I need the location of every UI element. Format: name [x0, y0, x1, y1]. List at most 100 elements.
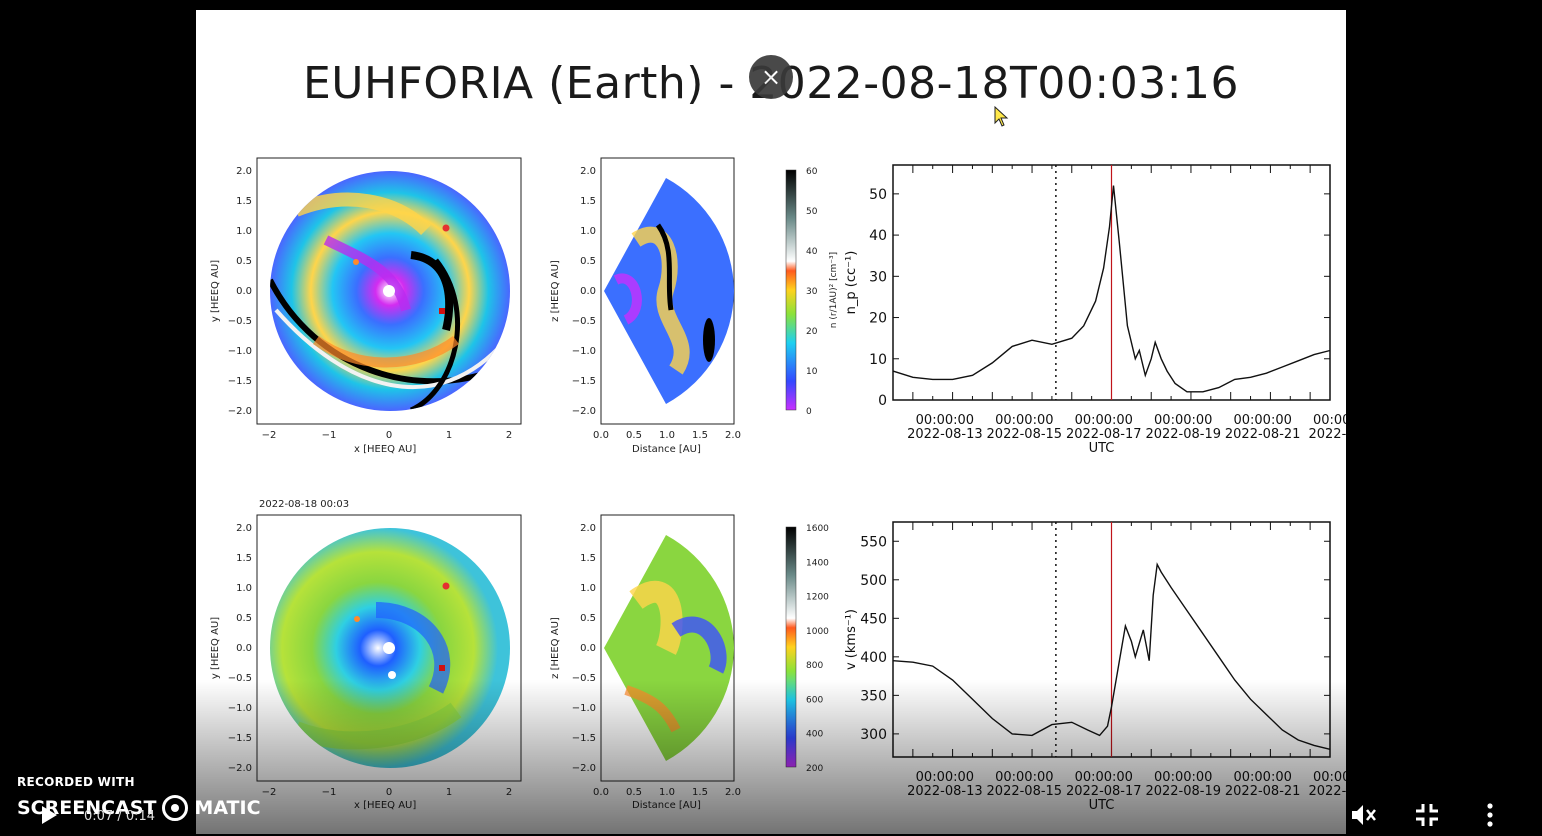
equatorial-y-tick: 2.0 [236, 523, 252, 534]
meridional-y-tick: 2.0 [580, 166, 596, 177]
colorbar-tick: 0 [806, 407, 812, 417]
meridional-x-tick: 0.0 [593, 430, 609, 441]
meridional-y-tick: −0.5 [572, 673, 596, 684]
meridional-x-tick: 2.0 [725, 430, 741, 441]
colorbar-tick: 20 [806, 327, 818, 337]
x-tick-date: 2022-08-2 [1308, 427, 1346, 442]
density-time-series-chart: 0102030405000:00:002022-08-1300:00:00202… [844, 164, 1346, 456]
y-tick-label: 20 [869, 311, 887, 327]
equatorial-y-tick: 0.5 [236, 256, 252, 267]
y-tick-label: 10 [869, 352, 887, 368]
meridional-y-tick: −1.0 [572, 346, 596, 357]
meridional-y-tick: 1.0 [580, 226, 596, 237]
series-line [892, 185, 1331, 393]
meridional-y-tick: 1.5 [580, 196, 596, 207]
y-axis-label: v (kms⁻¹) [844, 609, 859, 670]
y-tick-label: 50 [869, 187, 887, 203]
equatorial-x-tick: 1 [446, 430, 452, 441]
brand-right: MATIC [194, 797, 261, 819]
meridional-y-tick: 0.0 [580, 286, 596, 297]
equatorial-x-label: x [HEEQ AU] [354, 444, 417, 455]
mute-icon[interactable] [1348, 800, 1378, 830]
y-tick-label: 30 [869, 269, 887, 285]
equatorial-density-panel [256, 157, 522, 425]
meridional-y-label: z [HEEQ AU] [550, 617, 561, 679]
equatorial-y-tick: 1.0 [236, 226, 252, 237]
equatorial-y-tick: −0.5 [228, 673, 252, 684]
equatorial-y-tick: 0.5 [236, 613, 252, 624]
equatorial-y-tick: 2.0 [236, 166, 252, 177]
meridional-y-label: z [HEEQ AU] [550, 260, 561, 322]
play-icon[interactable] [42, 806, 57, 824]
x-tick-date: 2022-08-15 [987, 427, 1063, 442]
equatorial-x-tick: 2 [506, 430, 512, 441]
x-tick-time: 00:00:00 [1313, 413, 1346, 428]
more-options-icon[interactable] [1478, 800, 1502, 830]
equatorial-y-tick: −1.0 [228, 346, 252, 357]
meridional-y-tick: 1.5 [580, 553, 596, 564]
colorbar-tick: 1600 [806, 524, 829, 534]
equatorial-y-tick: −0.5 [228, 316, 252, 327]
equatorial-y-tick: −1.5 [228, 376, 252, 387]
colorbar-tick: 40 [806, 247, 818, 257]
meridional-y-tick: 2.0 [580, 523, 596, 534]
meridional-y-tick: −0.5 [572, 316, 596, 327]
equatorial-x-tick: −2 [262, 430, 277, 441]
meridional-y-tick: 0.5 [580, 256, 596, 267]
colorbar-tick: 1000 [806, 627, 829, 637]
x-tick-time: 00:00:00 [916, 413, 974, 428]
equatorial-x-tick: 0 [386, 430, 392, 441]
equatorial-y-tick: 0.0 [236, 286, 252, 297]
colorbar-tick: 1200 [806, 593, 829, 603]
exit-fullscreen-icon[interactable] [1412, 800, 1442, 830]
y-tick-label: 550 [860, 534, 887, 550]
equatorial-y-label: y [HEEQ AU] [210, 617, 221, 679]
colorbar-tick: 60 [806, 167, 818, 177]
x-axis-label: UTC [1089, 441, 1115, 456]
meridional-x-tick: 1.0 [659, 430, 675, 441]
meridional-y-tick: 1.0 [580, 583, 596, 594]
brand-recorded-with: RECORDED WITH [17, 775, 135, 789]
equatorial-y-tick: 0.0 [236, 643, 252, 654]
panel-date-label: 2022-08-18 00:03 [259, 499, 350, 510]
colorbar-tick: 30 [806, 287, 818, 297]
y-axis-label: n_p (cc⁻¹) [844, 251, 859, 315]
colorbar-tick: 800 [806, 661, 823, 671]
x-tick-date: 2022-08-19 [1145, 427, 1221, 442]
meridional-y-tick: 0.5 [580, 613, 596, 624]
time-readout: 0:07 / 0:14 [84, 809, 156, 824]
x-tick-time: 00:00:00 [1075, 413, 1133, 428]
density-colorbar [785, 169, 797, 411]
equatorial-y-tick: −2.0 [228, 406, 252, 417]
y-tick-label: 40 [869, 228, 887, 244]
meridional-y-tick: −2.0 [572, 406, 596, 417]
meridional-y-tick: −1.5 [572, 376, 596, 387]
y-tick-label: 0 [878, 393, 887, 409]
equatorial-y-label: y [HEEQ AU] [210, 260, 221, 322]
meridional-x-tick: 1.5 [692, 430, 708, 441]
x-tick-date: 2022-08-17 [1066, 427, 1142, 442]
colorbar-tick: 1400 [806, 558, 829, 568]
colorbar-label: n (r/1AU)² [cm⁻³] [829, 252, 839, 328]
equatorial-y-tick: 1.5 [236, 196, 252, 207]
x-tick-time: 00:00:00 [1233, 413, 1291, 428]
y-tick-label: 400 [860, 650, 887, 666]
y-tick-label: 450 [860, 611, 887, 627]
controls-overlay [0, 680, 1542, 834]
x-tick-time: 00:00:00 [995, 413, 1053, 428]
x-tick-date: 2022-08-13 [907, 427, 983, 442]
meridional-density-panel [600, 157, 735, 425]
colorbar-tick: 10 [806, 367, 818, 377]
meridional-y-tick: 0.0 [580, 643, 596, 654]
y-tick-label: 500 [860, 573, 887, 589]
equatorial-y-tick: 1.0 [236, 583, 252, 594]
x-tick-time: 00:00:00 [1154, 413, 1212, 428]
meridional-x-tick: 0.5 [626, 430, 642, 441]
colorbar-tick: 50 [806, 207, 818, 217]
equatorial-x-tick: −1 [322, 430, 337, 441]
meridional-x-label: Distance [AU] [632, 444, 701, 455]
screencast-logo-icon [162, 795, 189, 821]
x-tick-date: 2022-08-21 [1225, 427, 1301, 442]
close-icon[interactable]: × [749, 55, 793, 99]
